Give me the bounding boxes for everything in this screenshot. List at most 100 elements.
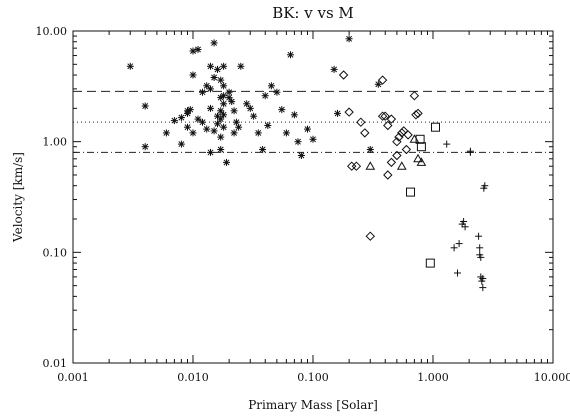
asterisk-point: [217, 146, 225, 153]
triangle-point: [396, 161, 407, 170]
asterisk-point: [217, 107, 225, 115]
plus-point: [479, 275, 487, 282]
asterisk-point: [259, 146, 267, 153]
square-point: [431, 122, 440, 132]
asterisk-point: [297, 152, 305, 159]
asterisk-point: [141, 102, 149, 110]
asterisk-point: [162, 129, 170, 137]
asterisk-point: [237, 62, 245, 70]
diamond-point: [380, 111, 390, 121]
asterisk-point: [177, 114, 185, 122]
x-tick-labels: 0.001 0.010 0.100 1.000 10.000: [57, 371, 570, 384]
diamond-point: [383, 120, 393, 131]
asterisk-point: [194, 46, 202, 53]
triangle-point: [416, 157, 427, 166]
asterisk-point: [290, 111, 298, 119]
x-tick-label: 0.001: [57, 371, 89, 384]
asterisk-point: [141, 143, 149, 151]
square-point: [416, 142, 426, 152]
asterisk-point: [228, 98, 236, 106]
diamond-point: [360, 128, 370, 138]
asterisk-point: [235, 123, 243, 131]
x-tick-label: 10.000: [534, 371, 570, 384]
asterisk-point: [220, 100, 228, 108]
x-tick-label: 0.010: [177, 371, 209, 384]
asterisk-point: [294, 138, 302, 146]
plot-frame: [72, 30, 554, 364]
diamond-point: [413, 108, 423, 119]
plus-point: [443, 140, 451, 148]
asterisk-point: [210, 74, 218, 81]
plus-point: [476, 244, 484, 252]
asterisk-point: [225, 94, 233, 102]
asterisk-point: [225, 88, 233, 96]
asterisk-point: [254, 129, 262, 137]
diamond-point: [386, 114, 397, 124]
diamond-point: [403, 130, 413, 140]
asterisk-point: [214, 120, 221, 128]
asterisk-point: [304, 125, 311, 133]
asterisk-point: [184, 109, 191, 117]
square-point: [415, 134, 425, 144]
asterisk-point: [126, 62, 134, 70]
asterisk-point: [210, 127, 218, 135]
plus-point: [475, 232, 483, 240]
diamond-point: [351, 161, 362, 171]
asterisk-point: [220, 82, 228, 90]
plus-point: [450, 244, 458, 252]
plus-point: [461, 223, 469, 231]
asterisk-point: [220, 62, 228, 70]
asterisk-point: [199, 118, 206, 126]
asterisk-point: [243, 100, 251, 108]
axis-ticks: [72, 30, 554, 364]
y-tick-label: 0.01: [43, 357, 68, 370]
diamond-point: [397, 128, 407, 138]
asterisk-point: [210, 39, 218, 47]
asterisk-point: [207, 62, 214, 70]
asterisk-point: [207, 85, 214, 93]
asterisk-point: [366, 146, 374, 153]
y-tick-label: 10.00: [36, 25, 68, 38]
asterisk-point: [273, 88, 281, 96]
asterisk-point: [199, 88, 206, 96]
asterisk-point: [217, 115, 225, 123]
diamond-point: [394, 132, 404, 142]
asterisk-point: [267, 82, 275, 90]
diamond-point: [386, 157, 397, 168]
diamond-point: [356, 117, 366, 127]
diamond-point: [392, 150, 402, 161]
asterisk-point: [217, 133, 225, 141]
asterisk-point: [246, 104, 254, 112]
asterisk-point: [217, 76, 225, 84]
x-axis-label: Primary Mass [Solar]: [248, 398, 378, 412]
diamond-point: [338, 70, 349, 80]
asterisk-point: [220, 92, 228, 100]
diamond-point: [365, 231, 376, 241]
asterisk-point: [278, 106, 286, 114]
plus-point: [481, 182, 489, 190]
asterisk-point: [334, 109, 341, 117]
diamond-point: [401, 144, 412, 155]
asterisk-point: [250, 112, 258, 120]
plus-point: [455, 240, 463, 248]
square-point: [425, 258, 435, 268]
plus-point: [454, 269, 461, 277]
asterisk-point: [214, 65, 221, 73]
diamond-point: [409, 90, 420, 101]
asterisk-point: [264, 122, 272, 129]
asterisk-point: [220, 111, 228, 119]
asterisk-point: [203, 125, 211, 133]
asterisk-point: [186, 106, 194, 114]
asterisk-point: [261, 92, 269, 100]
asterisk-point: [230, 129, 238, 137]
triangle-point: [409, 134, 420, 143]
asterisk-point: [220, 123, 228, 131]
diamond-point: [383, 170, 393, 180]
square-point: [406, 187, 415, 197]
y-axis-label: Velocity [km/s]: [11, 152, 25, 243]
asterisk-point: [189, 47, 197, 55]
asterisk-point: [170, 117, 178, 125]
x-tick-label: 0.100: [297, 371, 329, 384]
triangle-point: [365, 161, 376, 170]
